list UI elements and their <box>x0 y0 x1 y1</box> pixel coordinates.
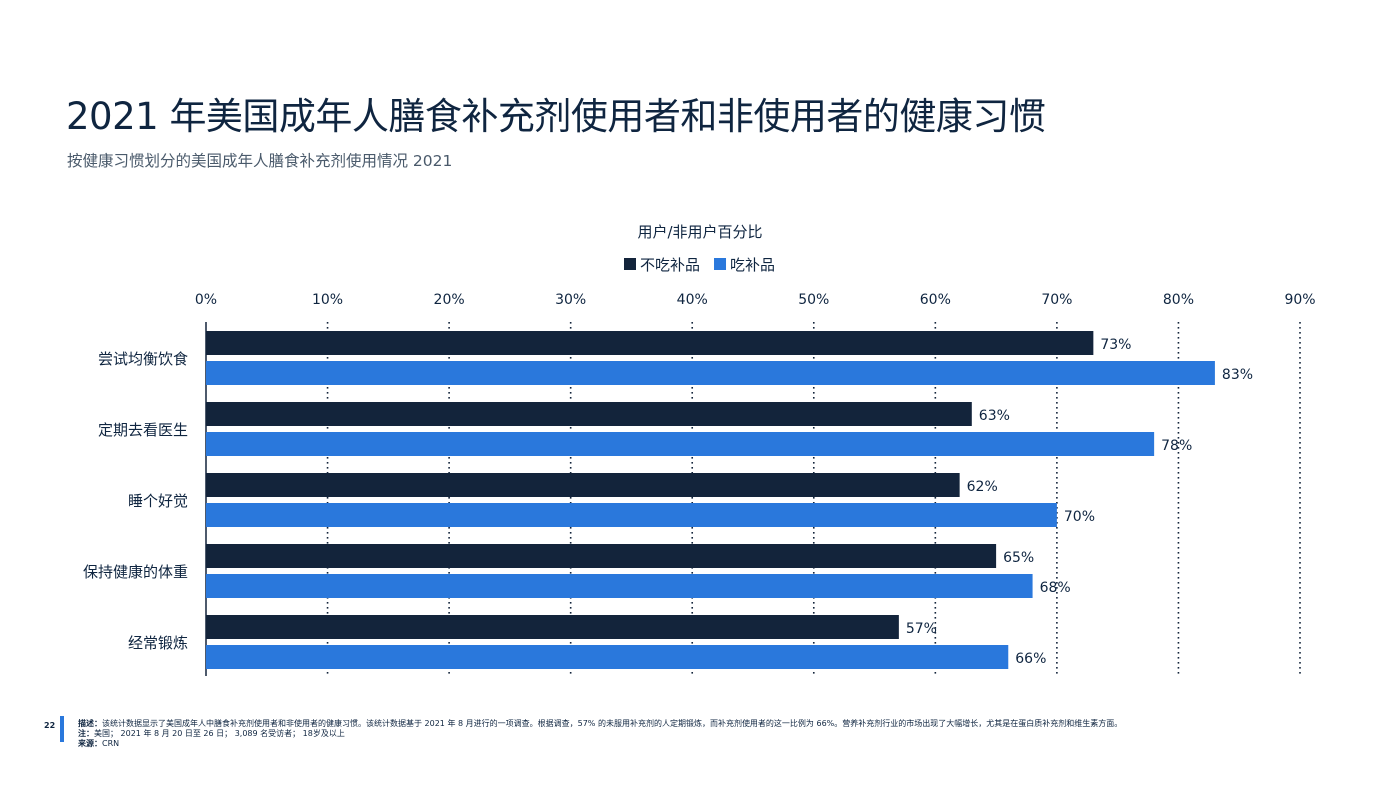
source-text: CRN <box>102 739 120 748</box>
data-label-1-4: 66% <box>1015 651 1046 667</box>
x-tick-label-1: 10% <box>312 292 343 308</box>
legend-label-1: 吃补品 <box>730 256 775 274</box>
footer-text: 描述：该统计数据显示了美国成年人中膳食补充剂使用者和非使用者的健康习惯。该统计数… <box>78 719 1178 749</box>
data-label-1-2: 70% <box>1064 509 1095 525</box>
category-label-2: 睡个好觉 <box>128 492 188 510</box>
bar-1-0 <box>206 361 1215 385</box>
data-label-1-0: 83% <box>1222 367 1253 383</box>
legend-swatch-1 <box>714 258 727 270</box>
bar-0-3 <box>206 544 997 568</box>
bar-1-1 <box>206 432 1155 456</box>
footer: 22 描述：该统计数据显示了美国成年人中膳食补充剂使用者和非使用者的健康习惯。该… <box>0 714 1400 774</box>
legend-label-0: 不吃补品 <box>640 256 700 274</box>
x-tick-label-8: 80% <box>1163 292 1194 308</box>
bar-0-1 <box>206 402 972 426</box>
category-label-1: 定期去看医生 <box>98 421 188 439</box>
description-text: 该统计数据显示了美国成年人中膳食补充剂使用者和非使用者的健康习惯。该统计数据基于… <box>102 719 1123 728</box>
data-label-0-3: 65% <box>1003 550 1034 566</box>
x-tick-label-9: 90% <box>1284 292 1315 308</box>
source-label: 来源： <box>78 739 102 748</box>
page-subtitle: 按健康习惯划分的美国成年人膳食补充剂使用情况 2021 <box>67 152 453 170</box>
description-label: 描述： <box>78 719 102 728</box>
page-title-text: 年美国成年人膳食补充剂使用者和非使用者的健康习惯 <box>169 95 1046 138</box>
footer-note: 注：美国； 2021 年 8 月 20 日至 26 日； 3,089 名受访者；… <box>78 729 1178 739</box>
x-tick-label-6: 60% <box>920 292 951 308</box>
page-title: 2021 年美国成年人膳食补充剂使用者和非使用者的健康习惯 <box>66 86 1046 140</box>
x-tick-label-5: 50% <box>798 292 829 308</box>
legend-swatch-0 <box>624 258 636 270</box>
note-label: 注： <box>78 729 94 738</box>
bar-0-2 <box>206 473 960 497</box>
category-label-4: 经常锻炼 <box>128 634 188 652</box>
data-label-1-3: 68% <box>1040 580 1071 596</box>
x-tick-label-7: 70% <box>1041 292 1072 308</box>
bar-1-2 <box>206 503 1057 527</box>
footer-accent-bar <box>60 716 64 742</box>
data-label-0-4: 57% <box>906 621 937 637</box>
data-label-0-0: 73% <box>1100 337 1131 353</box>
page-number: 22 <box>44 721 56 730</box>
data-label-0-1: 63% <box>979 408 1010 424</box>
data-label-0-2: 62% <box>967 479 998 495</box>
category-label-3: 保持健康的体重 <box>83 563 188 581</box>
x-tick-label-2: 20% <box>434 292 465 308</box>
footer-source: 来源：CRN <box>78 739 1178 749</box>
bar-1-3 <box>206 574 1033 598</box>
x-tick-label-4: 40% <box>677 292 708 308</box>
bar-0-4 <box>206 615 899 639</box>
x-tick-label-3: 30% <box>555 292 586 308</box>
bar-0-0 <box>206 331 1094 355</box>
page-title-year: 2021 <box>66 95 159 138</box>
bar-1-4 <box>206 645 1009 669</box>
note-text: 美国； 2021 年 8 月 20 日至 26 日； 3,089 名受访者； 1… <box>94 729 345 738</box>
x-tick-label-0: 0% <box>195 292 217 308</box>
data-label-1-1: 78% <box>1161 438 1192 454</box>
footer-description: 描述：该统计数据显示了美国成年人中膳食补充剂使用者和非使用者的健康习惯。该统计数… <box>78 719 1178 729</box>
category-label-0: 尝试均衡饮食 <box>98 350 188 368</box>
chart-title: 用户/非用户百分比 <box>637 223 762 241</box>
